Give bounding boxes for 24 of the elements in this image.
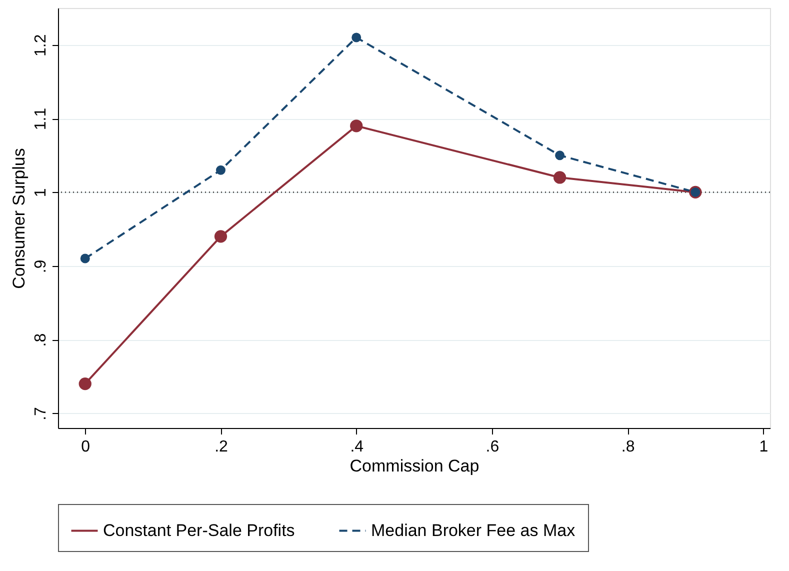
legend-label: Constant Per-Sale Profits: [103, 520, 295, 540]
x-tick-label: 0: [81, 438, 90, 456]
legend-label: Median Broker Fee as Max: [371, 520, 576, 540]
x-tick-label: 1: [759, 438, 768, 456]
point: [553, 171, 566, 184]
x-tick-label: .2: [214, 438, 228, 456]
point: [350, 120, 363, 132]
x-axis-title: Commission Cap: [350, 456, 480, 476]
y-axis-title: Consumer Surplus: [10, 148, 28, 289]
y-tick-label: 1.2: [32, 34, 50, 56]
x-tick-label: .8: [621, 438, 635, 456]
y-tick-label: .7: [32, 406, 50, 420]
point: [78, 377, 92, 390]
y-tick-label: .8: [32, 333, 50, 347]
x-tick-label: .6: [486, 438, 500, 456]
y-tick-label: 1: [32, 188, 50, 198]
point: [214, 230, 228, 243]
point: [216, 165, 226, 175]
point: [352, 32, 362, 42]
y-tick-label: 1.1: [32, 108, 50, 130]
y-tick-label: .9: [32, 260, 50, 274]
point: [555, 150, 565, 160]
x-tick-label: .4: [350, 438, 364, 456]
point: [80, 254, 90, 264]
